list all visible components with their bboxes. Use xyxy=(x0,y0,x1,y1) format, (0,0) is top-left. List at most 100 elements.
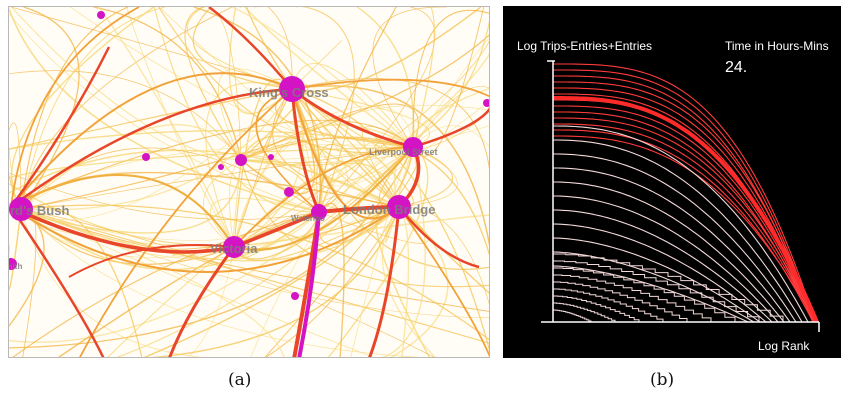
rank-size-curve xyxy=(553,123,815,323)
rank-size-curve xyxy=(553,267,736,322)
network-arc xyxy=(20,7,128,210)
network-arc xyxy=(20,208,489,312)
rank-size-curve xyxy=(553,111,814,323)
station-label-liverpool-street: Liverpool Street xyxy=(369,147,438,157)
rank-size-curve xyxy=(553,195,779,323)
network-arc xyxy=(291,7,482,93)
network-arc xyxy=(218,68,293,161)
network-arc xyxy=(240,137,414,161)
network-arc xyxy=(318,202,345,357)
network-arc xyxy=(318,137,414,213)
network-arc xyxy=(9,206,105,357)
thin-arc-layer xyxy=(9,7,489,357)
station-label-shepherds-bush: Shepherd's Bush xyxy=(9,203,69,218)
network-arc xyxy=(291,87,414,149)
station-node xyxy=(235,154,247,166)
time-label: Time in Hours-Mins xyxy=(725,39,829,53)
rank-size-curve xyxy=(553,129,814,323)
network-arc xyxy=(20,88,293,221)
station-node xyxy=(291,292,299,300)
network-arc xyxy=(151,7,414,148)
network-arc xyxy=(11,7,242,161)
network-arc xyxy=(291,88,431,148)
curve-layer xyxy=(552,63,819,323)
station-node xyxy=(97,11,105,19)
network-arc xyxy=(10,87,293,209)
rank-size-plot: Log Trips-Entries+Entries Time in Hours-… xyxy=(503,6,841,358)
station-node-liverpool-street xyxy=(403,137,423,157)
network-arc xyxy=(20,7,80,210)
station-node-kings-cross xyxy=(279,76,305,102)
rank-size-curve xyxy=(553,81,816,323)
network-arc xyxy=(318,7,397,213)
network-arc xyxy=(233,214,489,248)
network-arc xyxy=(398,206,489,305)
station-label-waterloo: Waterloo xyxy=(291,214,325,223)
network-arc xyxy=(381,146,426,357)
caption-b: (b) xyxy=(650,370,675,390)
network-arc xyxy=(233,146,414,248)
network-arc xyxy=(10,206,400,273)
station-node-waterloo xyxy=(311,204,327,220)
rank-size-curve xyxy=(552,237,761,323)
network-arc xyxy=(291,88,400,208)
rank-size-curve xyxy=(552,251,755,323)
time-value: 24. xyxy=(725,59,747,76)
network-arc xyxy=(368,206,401,357)
station-label-hammersmith: Hammersmith xyxy=(9,262,22,271)
station-node-shepherds-bush xyxy=(9,197,33,221)
rank-size-curve xyxy=(553,309,592,322)
station-node xyxy=(483,99,489,107)
network-arc xyxy=(10,72,293,208)
rank-size-curve xyxy=(553,139,803,323)
network-arc xyxy=(20,206,400,262)
network-arc xyxy=(20,208,204,357)
rank-size-curve xyxy=(553,274,712,322)
rank-size-curve xyxy=(553,181,785,323)
network-arc xyxy=(291,88,489,351)
network-arc xyxy=(245,7,298,90)
network-arc xyxy=(412,38,489,148)
network-arc xyxy=(316,144,400,213)
network-arc xyxy=(265,206,400,357)
network-arc xyxy=(318,7,436,213)
network-arc xyxy=(208,7,293,90)
rank-size-curve xyxy=(553,167,791,323)
network-arc xyxy=(79,88,293,357)
network-arc xyxy=(412,9,489,148)
network-arc xyxy=(20,208,489,319)
network-arc xyxy=(20,7,166,210)
rank-size-curve xyxy=(553,117,816,323)
network-arc-map: King's Cross Liverpool Street Shepherd's… xyxy=(8,6,490,358)
network-arc xyxy=(70,7,414,150)
station-label-victoria: Victoria xyxy=(210,241,258,256)
network-arc xyxy=(9,122,22,210)
station-node xyxy=(142,153,150,161)
network-arc xyxy=(9,159,242,234)
network-arc xyxy=(20,88,293,211)
network-arc xyxy=(9,146,414,179)
network-arc xyxy=(233,124,414,248)
network-arc xyxy=(291,63,414,148)
network-arc xyxy=(381,206,436,357)
network-arc xyxy=(254,7,355,213)
network-arc xyxy=(184,7,242,161)
network-arc xyxy=(240,108,489,163)
network-arc xyxy=(9,149,400,208)
network-arc xyxy=(327,146,429,357)
network-arc xyxy=(9,70,242,161)
network-arc xyxy=(255,88,320,213)
rank-size-curve xyxy=(553,125,809,323)
network-arc xyxy=(291,88,325,138)
network-arc xyxy=(250,146,414,357)
network-arc xyxy=(412,125,489,148)
network-arc xyxy=(233,146,414,260)
network-arc xyxy=(9,8,320,213)
network-arc xyxy=(240,125,489,161)
station-node xyxy=(218,164,224,170)
rank-size-curve xyxy=(553,209,773,323)
network-arc xyxy=(9,46,111,208)
network-arc xyxy=(20,144,414,210)
rank-size-curve xyxy=(553,295,640,322)
network-arc xyxy=(151,7,293,90)
